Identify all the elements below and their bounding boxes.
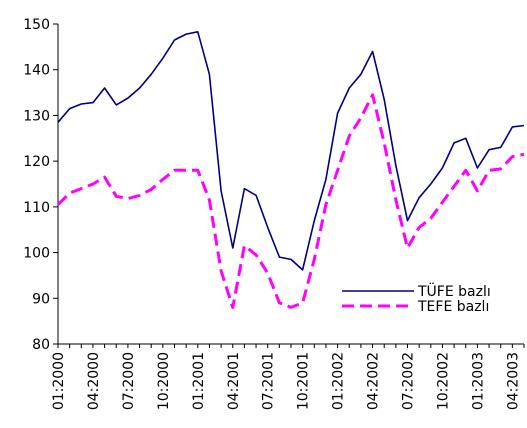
legend: TÜFE bazlı TEFE bazlı <box>342 282 491 315</box>
legend-label-tufe: TÜFE bazlı <box>417 282 491 300</box>
x-tick-label: 01:2002 <box>331 352 347 410</box>
y-tick-label: 150 <box>23 17 50 33</box>
x-axis: 01:2000 04:2000 07:2000 10:2000 01:2001 04:20… <box>51 343 525 410</box>
y-tick-label: 120 <box>23 154 50 170</box>
series-layer <box>56 30 525 309</box>
y-tick-label: 130 <box>23 108 50 124</box>
x-tick-label: 10:2000 <box>156 352 172 410</box>
legend-label-tefe: TEFE bazlı <box>417 299 489 315</box>
x-tick-label: 07:2001 <box>261 352 277 410</box>
y-tick-label: 90 <box>32 291 50 307</box>
series-line-tefe <box>56 93 525 309</box>
y-tick-label: 140 <box>23 63 50 79</box>
y-tick-label: 80 <box>32 337 50 353</box>
x-tick-label: 01:2001 <box>191 352 207 410</box>
x-tick-label: 10:2001 <box>296 352 312 410</box>
x-tick-label: 04:2003 <box>505 352 521 410</box>
x-tick-label: 04:2001 <box>226 352 242 410</box>
series-line-tufe <box>57 30 525 271</box>
x-tick-label: 01:2000 <box>51 352 67 410</box>
y-tick-label: 110 <box>23 200 50 216</box>
y-axis: 80 90 100 110 120 130 140 150 <box>23 17 59 353</box>
x-tick-label: 07:2000 <box>121 352 137 410</box>
x-tick-label: 04:2002 <box>366 352 382 410</box>
x-tick-label: 10:2002 <box>435 352 451 410</box>
x-tick-label: 01:2003 <box>470 352 486 410</box>
y-tick-label: 100 <box>23 246 50 262</box>
x-tick-label: 04:2000 <box>86 352 102 410</box>
x-tick-label: 07:2002 <box>401 352 417 410</box>
